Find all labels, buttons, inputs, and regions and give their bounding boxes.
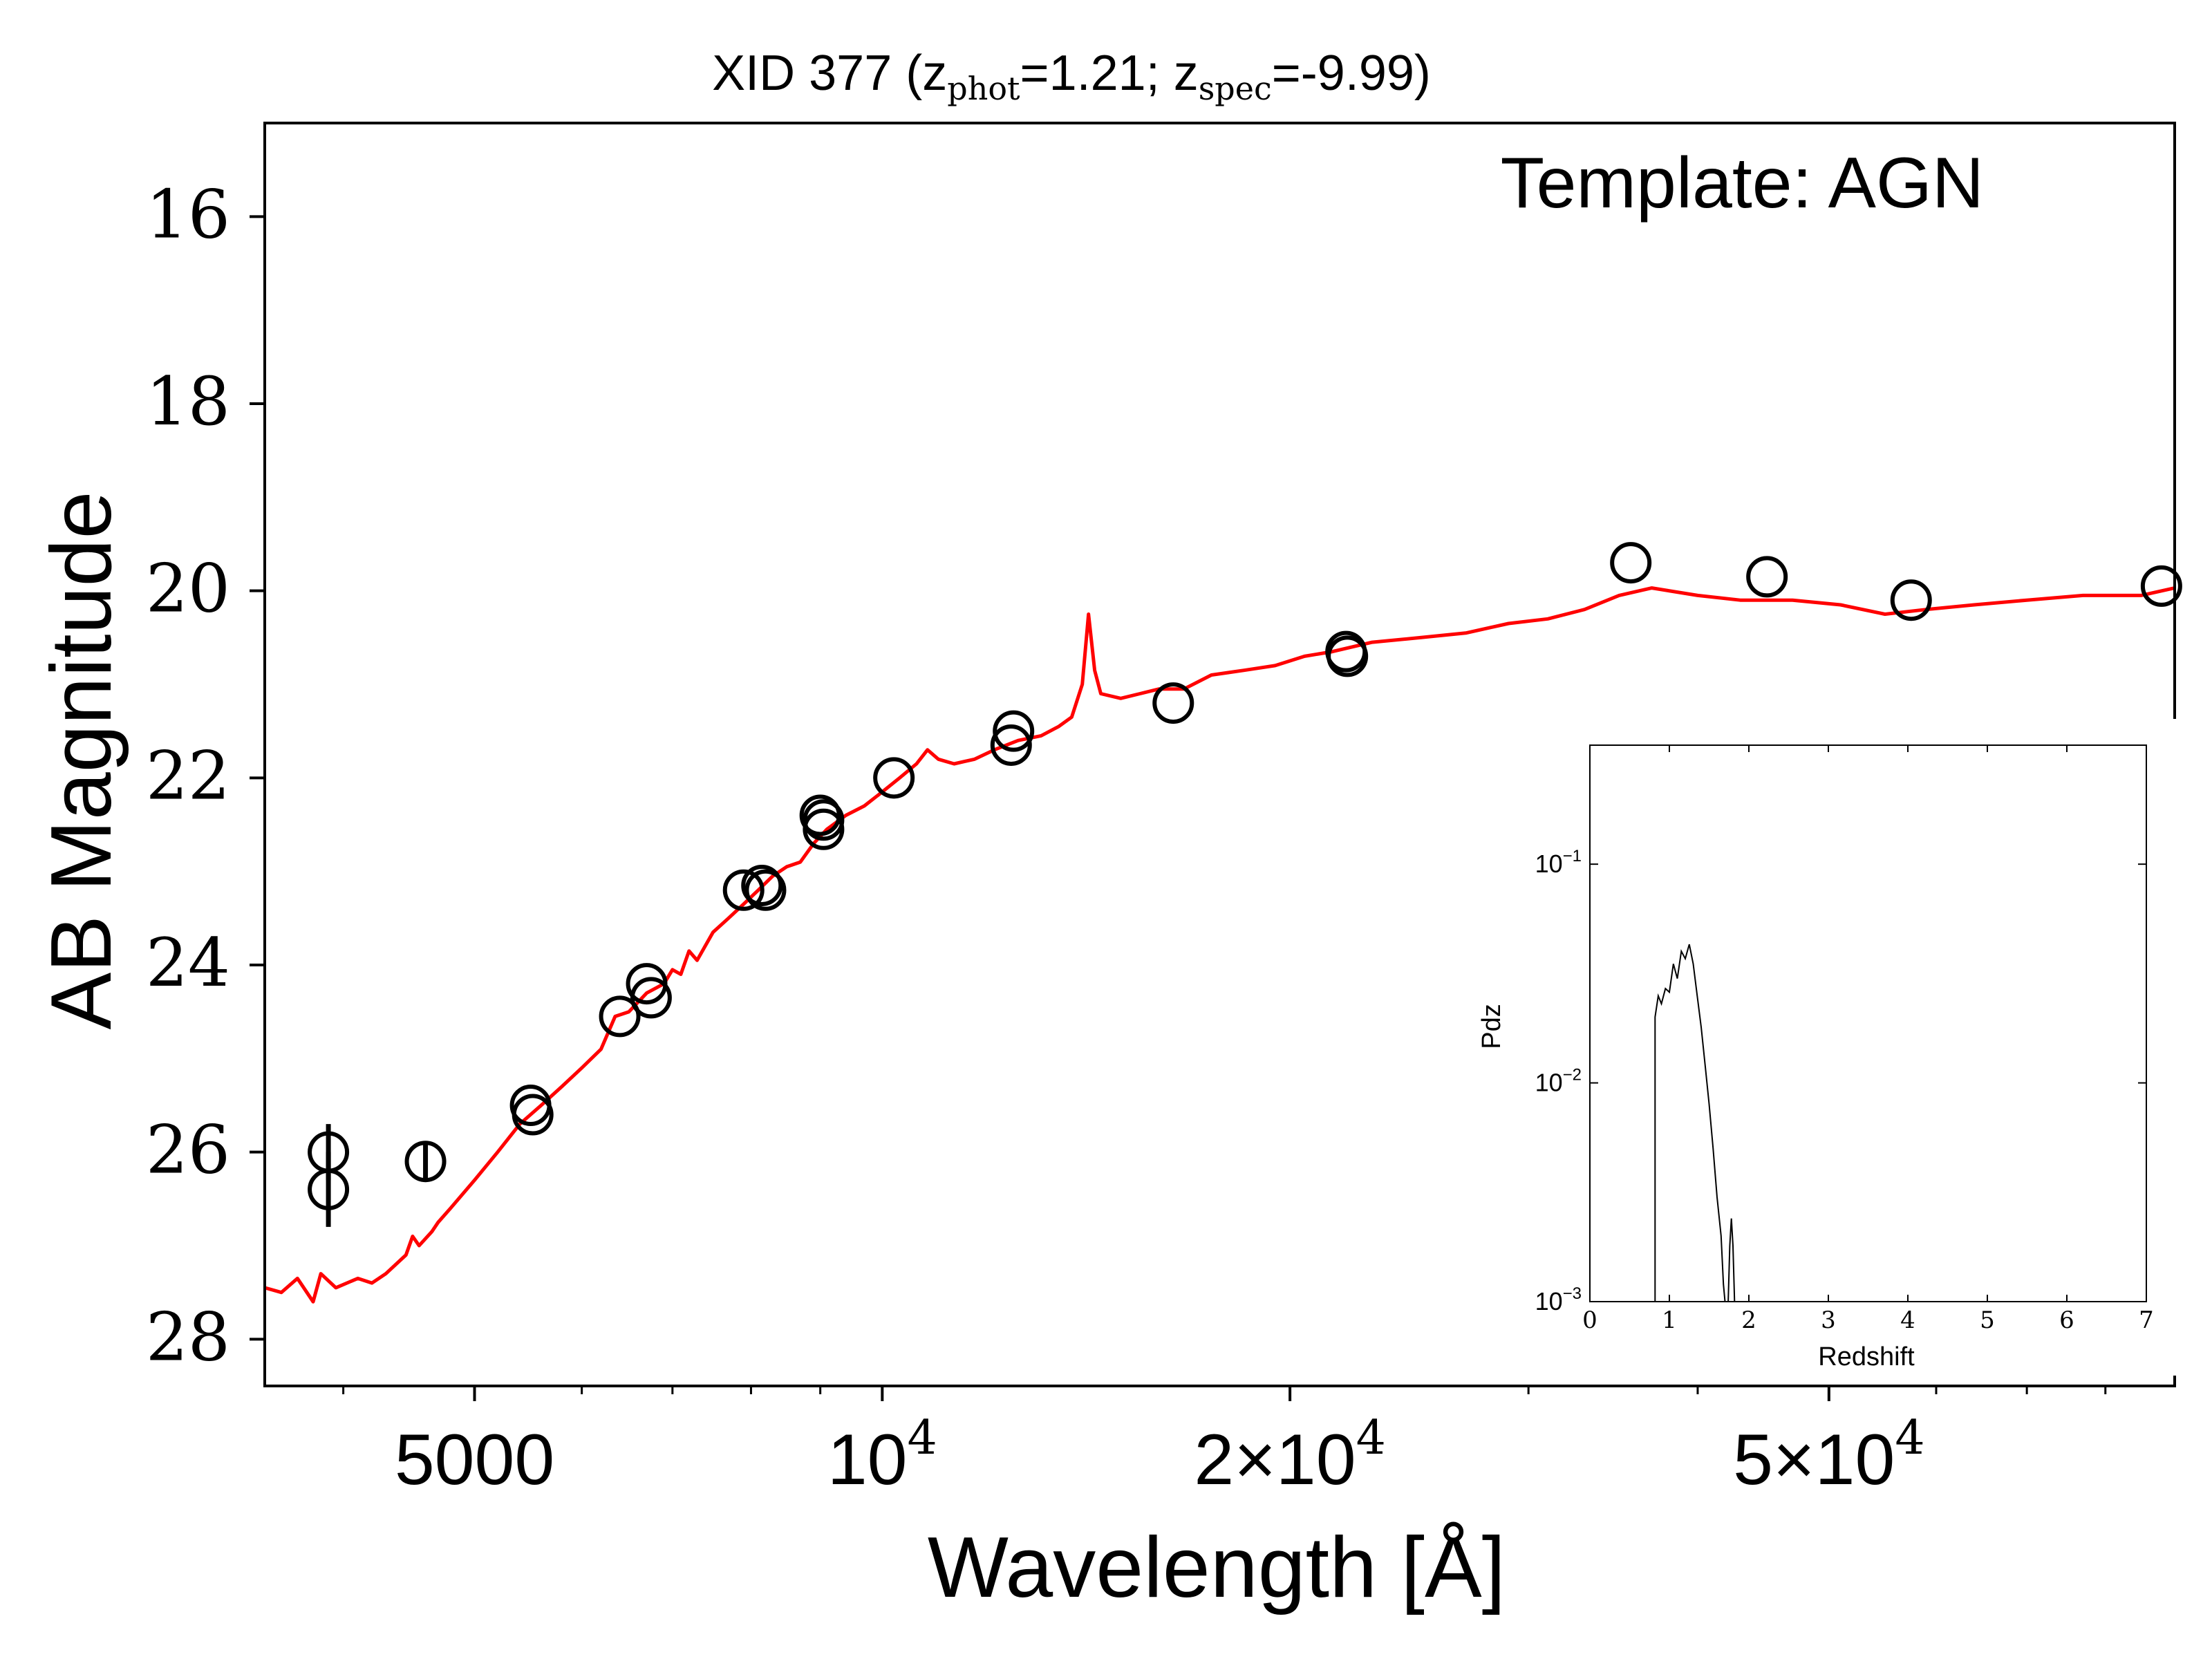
- inset-x-tick-label: 0: [1582, 1306, 1597, 1334]
- inset-x-tick-label: 4: [1900, 1306, 1915, 1334]
- title-subscript-spec: spec: [1199, 70, 1272, 107]
- title-part-zspec: =-9.99): [1272, 46, 1431, 101]
- data-point: [599, 995, 641, 1038]
- inset-x-tick-label: 2: [1741, 1306, 1756, 1334]
- data-point: [512, 1094, 554, 1136]
- data-point: [1890, 579, 1932, 621]
- inset-y-tick-label: 10−2: [1535, 1066, 1582, 1097]
- data-point: [2140, 565, 2182, 607]
- inset-x-tick-label: 3: [1821, 1306, 1836, 1334]
- y-tick-label: 22: [146, 737, 230, 814]
- data-point: [993, 710, 1035, 752]
- data-point: [404, 1141, 447, 1183]
- y-axis-label: AB Magnitude: [34, 491, 129, 1030]
- data-point: [1327, 635, 1369, 677]
- y-tick-label: 26: [146, 1112, 230, 1189]
- y-tick-label: 24: [146, 924, 230, 1002]
- y-tick-label: 16: [146, 176, 230, 253]
- data-point: [1746, 556, 1788, 598]
- inset-plot-frame: [1589, 744, 2147, 1302]
- chart-title: XID 377 (zphot=1.21; zspec=-9.99): [712, 46, 1431, 107]
- y-tick-label: 20: [146, 550, 230, 628]
- y-tick-label: 18: [146, 363, 230, 440]
- inset-x-tick-label: 7: [2139, 1306, 2154, 1334]
- data-point: [630, 977, 672, 1019]
- inset-pdz-curve: [1654, 944, 1736, 1302]
- x-tick-label: 5000: [395, 1420, 554, 1500]
- title-part-zphot: =1.21; z: [1020, 46, 1199, 101]
- data-point: [803, 808, 845, 850]
- photometry-points: [308, 542, 2182, 1227]
- title-subscript-phot: phot: [947, 70, 1020, 107]
- inset-x-axis-label: Redshift: [1818, 1342, 1915, 1371]
- inset-x-tick-label: 6: [2059, 1306, 2074, 1334]
- data-point: [873, 757, 915, 799]
- inset-axis-ticks: 0 1 2 3 4 5 6 7 10−1 10−2 10−3: [1535, 745, 2154, 1334]
- data-point: [1152, 682, 1194, 724]
- data-point: [722, 869, 765, 911]
- template-line: [264, 586, 2175, 1304]
- data-point: [803, 799, 845, 841]
- inset-pdz-line: [1654, 944, 1726, 1302]
- inset-y-tick-label: 10−3: [1535, 1284, 1582, 1315]
- template-annotation: Template: AGN: [1501, 143, 1984, 223]
- inset-x-tick-label: 1: [1662, 1306, 1677, 1334]
- data-point: [744, 869, 787, 911]
- x-axis-label: Wavelength [Å]: [928, 1520, 1506, 1615]
- data-point: [308, 1168, 350, 1210]
- data-point: [799, 794, 841, 836]
- inset-y-tick-label: 10−1: [1535, 847, 1582, 878]
- data-point: [741, 864, 783, 906]
- x-tick-label: 2×104: [1194, 1411, 1386, 1500]
- data-point: [990, 724, 1032, 766]
- y-tick-label: 28: [146, 1298, 230, 1376]
- x-tick-label: 5×104: [1733, 1411, 1925, 1500]
- inset-x-tick-label: 5: [1980, 1306, 1995, 1334]
- title-part-main: XID 377 (z: [712, 46, 947, 101]
- inset-background: [1465, 719, 2191, 1376]
- inset-y-axis-label: Pdz: [1477, 1004, 1506, 1049]
- inset-pdz-secondary-line: [1727, 1218, 1736, 1302]
- data-point: [1610, 542, 1652, 584]
- x-tick-label: 104: [827, 1411, 937, 1500]
- template-spectrum: [264, 586, 2175, 1304]
